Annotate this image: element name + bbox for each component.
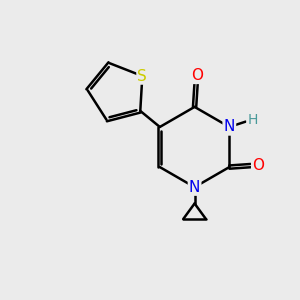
Text: O: O [252, 158, 264, 172]
Text: H: H [247, 113, 258, 127]
Text: N: N [189, 180, 200, 195]
Text: N: N [224, 119, 235, 134]
Text: S: S [137, 68, 147, 83]
Text: O: O [191, 68, 203, 83]
